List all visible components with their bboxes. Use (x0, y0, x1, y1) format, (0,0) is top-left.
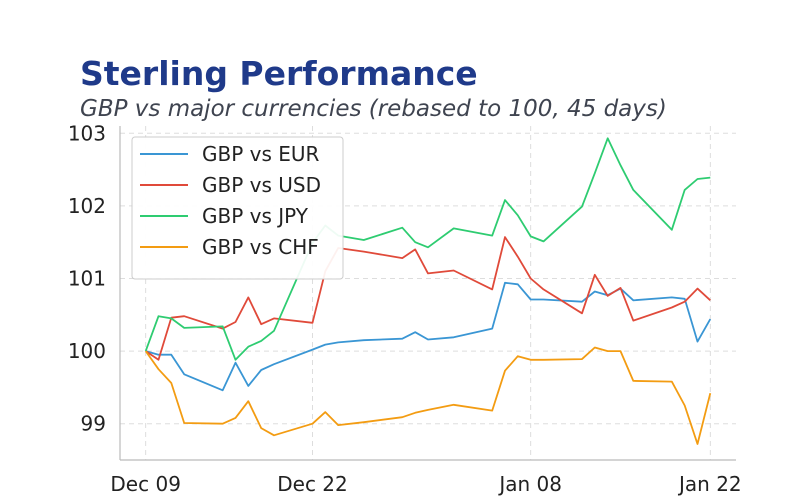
legend-box (131, 136, 344, 280)
y-tick-label: 102 (68, 194, 106, 218)
x-tick-label: Dec 09 (110, 472, 181, 496)
y-tick-label: 99 (81, 412, 106, 436)
legend-label: GBP vs CHF (202, 235, 319, 259)
y-tick-label: 100 (68, 339, 106, 363)
chart-subtitle: GBP vs major currencies (rebased to 100,… (80, 96, 667, 122)
x-tick-label: Dec 22 (277, 472, 348, 496)
legend: GBP vs EUR GBP vs USD GBP vs JPY GBP vs CHF (131, 136, 344, 280)
series-line-gbp-vs-jpy (144, 137, 711, 361)
series-line-gbp-vs-chf (144, 346, 712, 445)
legend-label: GBP vs EUR (202, 142, 320, 166)
series-line-gbp-vs-usd (145, 236, 711, 361)
x-tick-label: Jan 08 (497, 472, 562, 496)
series-group (144, 137, 712, 445)
axes: 99 100 101 102 103 Dec 09 Dec 22 Jan 08 Jan 22 (68, 121, 742, 496)
legend-label: GBP vs JPY (202, 204, 309, 228)
y-tick-label: 103 (68, 121, 106, 145)
chart-title: Sterling Performance (80, 54, 478, 93)
legend-label: GBP vs USD (202, 173, 321, 197)
x-tick-label: Jan 22 (677, 472, 742, 496)
y-tick-label: 101 (68, 266, 106, 290)
